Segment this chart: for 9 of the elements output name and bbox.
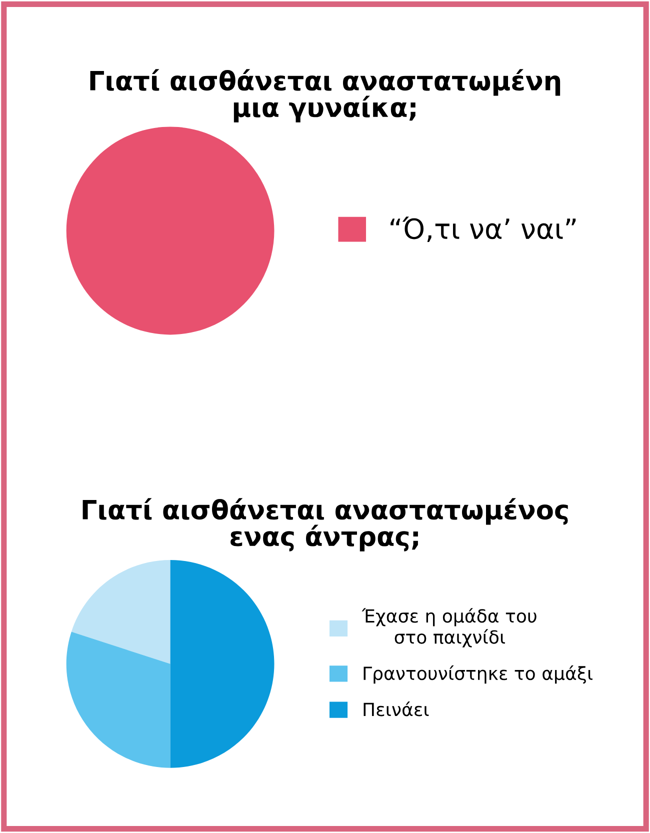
pie-slice [170,560,274,768]
pie-slice [66,632,170,768]
legend-label: “Ό,τι να’ ναι” [390,216,576,242]
chart-title: Γιατί αισθάνεται αναστατωμένος ενας άντρας; [82,498,568,552]
legend-label: Πεινάει [364,702,429,716]
chart-title: Γιατί αισθάνεται αναστατωμένη μια γυναίκα; [90,69,560,122]
legend-label: Έχασε η ομάδα του στο παιχνίδι [362,608,536,648]
legend-label: Γραντουνίστηκε το αμάξι [364,665,592,684]
pie-slice [71,560,170,664]
